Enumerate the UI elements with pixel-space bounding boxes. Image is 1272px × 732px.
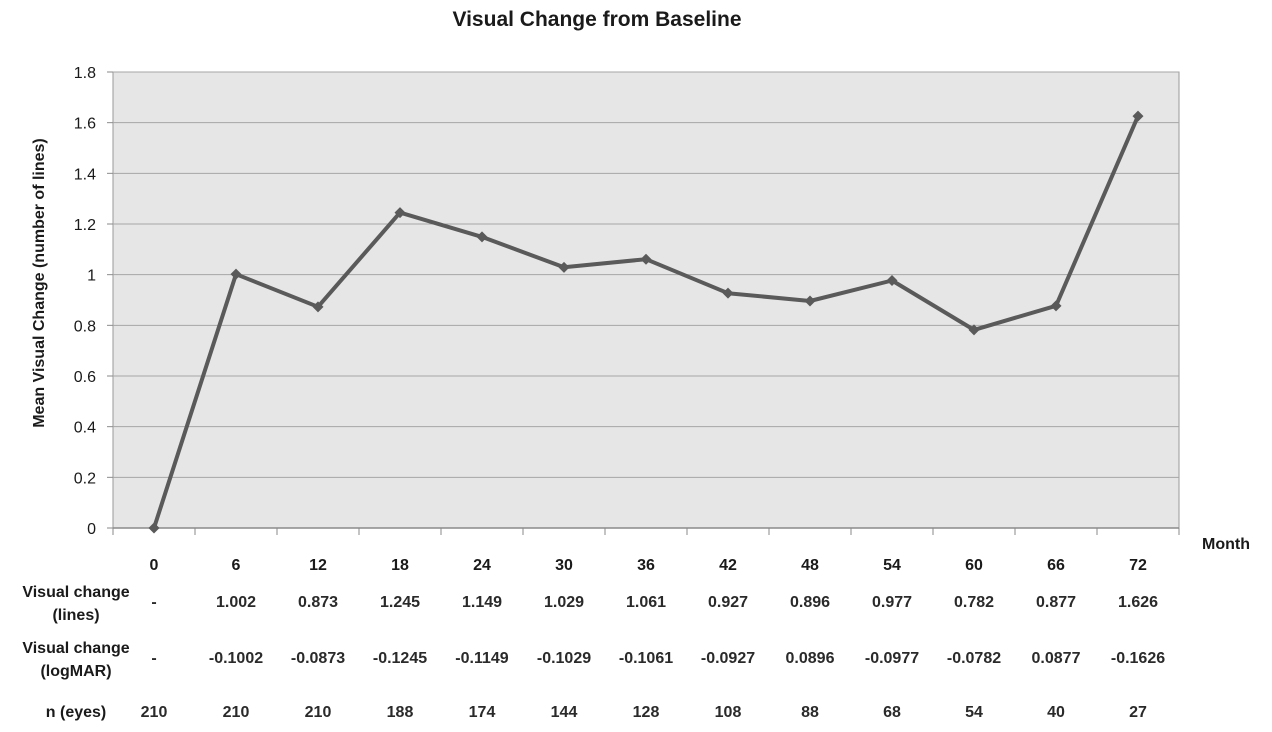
table-cell: -0.1149	[455, 650, 508, 667]
chart-title: Visual Change from Baseline	[452, 8, 741, 31]
table-row-header: Visual change	[22, 640, 129, 657]
data-point	[886, 274, 898, 286]
table-cell: 1.245	[380, 594, 420, 611]
table-cell: -0.0977	[865, 650, 919, 667]
table-cell: 0.896	[790, 594, 830, 611]
y-axis-label: Mean Visual Change (number of lines)	[31, 138, 48, 428]
table-cell: 210	[305, 704, 332, 721]
y-tick-label: 0.4	[74, 420, 96, 437]
table-cell: 0.0877	[1032, 650, 1081, 667]
y-tick-label: 0.6	[74, 369, 96, 386]
x-axis-label: Month	[1202, 536, 1250, 553]
y-tick-label: 1.2	[74, 217, 96, 234]
table-cell: -	[151, 650, 156, 667]
y-tick-label: 0	[87, 521, 96, 538]
table-cell: -0.1626	[1111, 650, 1165, 667]
table-cell: 0.927	[708, 594, 748, 611]
table-cell: -0.0782	[947, 650, 1001, 667]
table-cell: 27	[1129, 704, 1147, 721]
x-tick-label: 30	[555, 557, 573, 574]
table-cell: 108	[715, 704, 742, 721]
x-tick-label: 0	[150, 557, 159, 574]
x-tick-label: 66	[1047, 557, 1065, 574]
data-point	[1050, 300, 1062, 312]
table-cell: 174	[469, 704, 496, 721]
table-cell: 40	[1047, 704, 1065, 721]
y-tick-label: 1	[87, 268, 96, 285]
x-tick-label: 6	[232, 557, 241, 574]
data-points	[148, 110, 1144, 534]
data-point	[558, 261, 570, 273]
y-tick-label: 0.8	[74, 318, 96, 335]
table-cell: 1.002	[216, 594, 256, 611]
data-point	[722, 287, 734, 299]
table-cell: -	[151, 594, 156, 611]
table-cell: -0.0927	[701, 650, 755, 667]
data-point	[148, 522, 160, 534]
gridlines	[113, 71, 1179, 529]
month-tick-labels: 0 6 12 18 24 30 36 42 48 54 60 66 72	[150, 557, 1147, 574]
table-cell: 1.029	[544, 594, 584, 611]
data-table: Visual change (lines) - 1.002 0.873 1.245 1.14…	[22, 584, 1165, 721]
x-tick-label: 42	[719, 557, 737, 574]
table-cell: 210	[141, 704, 168, 721]
x-tick-label: 60	[965, 557, 983, 574]
data-point	[640, 253, 652, 265]
x-tick-label: 18	[391, 557, 409, 574]
table-cell: -0.1245	[373, 650, 427, 667]
y-tick-label: 1.8	[74, 65, 96, 82]
table-cell: 188	[387, 704, 414, 721]
y-tick-label: 1.6	[74, 116, 96, 133]
table-cell: 0.873	[298, 594, 338, 611]
table-cell: 210	[223, 704, 250, 721]
data-point	[804, 295, 816, 307]
x-tick-label: 72	[1129, 557, 1147, 574]
table-cell: 1.061	[626, 594, 666, 611]
data-point	[230, 268, 242, 280]
table-cell: 128	[633, 704, 660, 721]
x-tick-label: 54	[883, 557, 901, 574]
table-cell: 54	[965, 704, 983, 721]
table-cell: -0.1061	[619, 650, 673, 667]
table-row-header: (logMAR)	[40, 663, 111, 680]
table-cell: 68	[883, 704, 901, 721]
table-cell: 88	[801, 704, 819, 721]
plot-area	[112, 71, 1180, 529]
table-cell: -0.1029	[537, 650, 591, 667]
table-cell: 0.977	[872, 594, 912, 611]
table-cell: -0.1002	[209, 650, 263, 667]
x-axis	[112, 527, 1180, 535]
x-tick-label: 24	[473, 557, 491, 574]
data-point	[1132, 110, 1144, 122]
table-row-header: (lines)	[52, 607, 99, 624]
table-cell: 0.782	[954, 594, 994, 611]
table-cell: 144	[551, 704, 578, 721]
table-cell: -0.0873	[291, 650, 345, 667]
y-tick-label: 0.2	[74, 470, 96, 487]
x-tick-label: 48	[801, 557, 819, 574]
data-point	[394, 207, 406, 219]
y-tick-label: 1.4	[74, 166, 96, 183]
table-cell: 1.149	[462, 594, 502, 611]
table-cell: 0.0896	[786, 650, 835, 667]
data-point	[968, 324, 980, 336]
data-point	[312, 301, 324, 313]
table-cell: 0.877	[1036, 594, 1076, 611]
x-tick-label: 36	[637, 557, 655, 574]
data-point	[476, 231, 488, 243]
table-row-header: Visual change	[22, 584, 129, 601]
table-cell: 1.626	[1118, 594, 1158, 611]
table-row-header: n (eyes)	[46, 704, 106, 721]
y-axis-ticks: 0 0.2 0.4 0.6 0.8 1 1.2 1.4 1.6 1.8	[74, 65, 113, 538]
x-tick-label: 12	[309, 557, 327, 574]
